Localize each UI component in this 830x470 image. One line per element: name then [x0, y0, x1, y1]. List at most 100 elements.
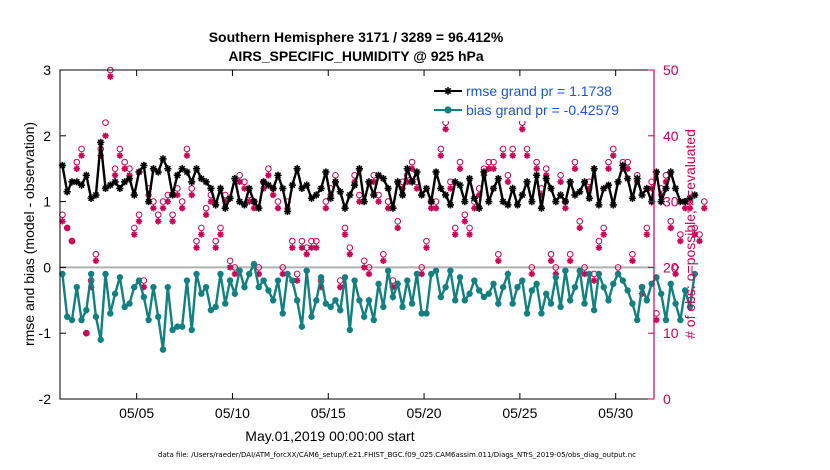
obs-possible-point [595, 237, 603, 245]
bias-point [523, 310, 531, 317]
rmse-point [537, 204, 546, 212]
legend-box [428, 77, 646, 121]
rmse-point [355, 165, 363, 173]
obs-evaluated-point [490, 165, 497, 172]
bias-point [681, 287, 689, 294]
rmse-point [576, 188, 584, 196]
bias-point [68, 316, 76, 324]
bias-point [231, 290, 239, 297]
rmse-point [499, 198, 507, 206]
obs-possible-point [202, 204, 210, 212]
obs-evaluated-point [408, 165, 416, 172]
obs-evaluated-point [533, 165, 540, 172]
obs-possible-point [523, 145, 531, 153]
bias-point [351, 277, 358, 284]
obs-possible-point [236, 171, 243, 179]
obs-evaluated-point [365, 270, 373, 278]
rmse-point-stroke [298, 185, 306, 192]
bias-point [188, 326, 195, 334]
obs-possible-point [456, 158, 464, 166]
rmse-point-stroke [179, 165, 186, 172]
obs-evaluated-point-stroke [418, 271, 425, 277]
rmse-point [106, 181, 114, 189]
obs-evaluated-point [188, 191, 195, 199]
obs-evaluated-point-stroke [581, 271, 588, 277]
obs-evaluated-point [590, 277, 598, 284]
rmse-point-stroke [241, 201, 248, 209]
obs-evaluated-point [274, 204, 282, 212]
rmse-point-stroke [289, 182, 296, 189]
rmse-point-stroke [308, 195, 315, 202]
bias-point [614, 270, 622, 278]
obs-possible-point [605, 158, 612, 166]
bias-point [126, 300, 133, 307]
bias-point [504, 270, 512, 278]
rmse-point-stroke [423, 185, 430, 192]
obs-evaluated-point [461, 218, 468, 225]
obs-evaluated-point [202, 211, 210, 218]
bias-point [92, 313, 100, 320]
y-right-tick-label: 40 [663, 128, 679, 144]
obs-possible-point [667, 218, 675, 225]
y-tick-label: -1 [39, 325, 52, 341]
rmse-point [135, 168, 143, 176]
obs-possible-point [485, 158, 493, 166]
rmse-point [192, 165, 201, 173]
obs-evaluated-point-stroke [174, 192, 181, 198]
rmse-point [494, 174, 502, 183]
x-tick-label: 05/20 [407, 405, 442, 421]
rmse-point [111, 178, 119, 186]
rmse-point [360, 198, 368, 206]
obs-evaluated-point [102, 132, 109, 139]
rmse-point-stroke [682, 198, 689, 205]
obs-evaluated-point-stroke [524, 152, 530, 159]
rmse-point [681, 198, 689, 206]
y-tick-label: -2 [39, 391, 52, 407]
rmse-point [97, 138, 105, 146]
obs-evaluated-point [155, 218, 162, 225]
rmse-point [590, 165, 598, 173]
rmse-point-stroke [270, 185, 277, 192]
rmse-point [250, 198, 258, 206]
obs-evaluated-point [73, 165, 80, 172]
rmse-point [547, 184, 555, 193]
obs-evaluated-point-stroke [490, 165, 497, 172]
bias-point [514, 283, 521, 291]
obs-evaluated-point-stroke [289, 244, 296, 251]
obs-possible-point [169, 211, 176, 219]
rmse-point-stroke [92, 191, 100, 199]
rmse-point-stroke [629, 195, 636, 202]
legend-rmse-star-stroke [444, 87, 452, 95]
rmse-point-stroke [279, 185, 286, 192]
obs-evaluated-point-stroke [117, 152, 123, 159]
obs-evaluated-point [528, 270, 536, 278]
obs-evaluated-point [566, 257, 574, 265]
rmse-point-stroke [303, 182, 310, 189]
obs-evaluated-point-stroke [428, 205, 435, 212]
rmse-point-stroke [97, 139, 104, 146]
x-tick-label: 05/05 [119, 405, 154, 421]
bias-point [413, 270, 421, 278]
rmse-point-stroke [207, 185, 215, 192]
rmse-point-stroke [202, 178, 210, 185]
bias-point [169, 326, 176, 334]
obs-evaluated-point [236, 178, 243, 186]
bias-point [198, 290, 205, 297]
rmse-point-stroke [150, 165, 157, 172]
bias-point [265, 287, 272, 294]
obs-evaluated-point [341, 231, 349, 238]
bias-point [576, 267, 583, 274]
obs-evaluated-point-stroke [438, 152, 444, 159]
obs-evaluated-point-stroke [236, 179, 243, 185]
rmse-point [221, 204, 229, 212]
obs-evaluated-point [159, 204, 167, 212]
rmse-point-stroke [222, 205, 229, 212]
rmse-point [418, 191, 426, 199]
obs-possible-point [289, 237, 296, 245]
bias-point [274, 277, 282, 284]
bias-point [135, 277, 143, 284]
obs-possible-point [547, 250, 555, 258]
obs-evaluated-point-stroke [605, 165, 612, 172]
bias-point [150, 283, 157, 291]
y-right-tick-label: 20 [663, 259, 679, 275]
